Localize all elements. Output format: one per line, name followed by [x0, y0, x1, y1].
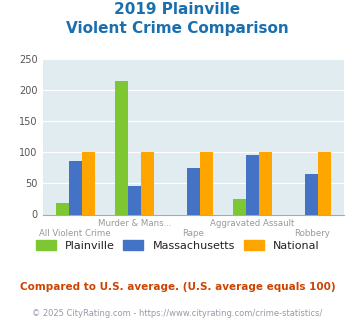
Text: Aggravated Assault: Aggravated Assault [211, 219, 295, 228]
Text: Violent Crime Comparison: Violent Crime Comparison [66, 21, 289, 36]
Bar [246, 155, 259, 214]
Bar [128, 186, 141, 214]
Legend: Plainville, Massachusetts, National: Plainville, Massachusetts, National [31, 235, 324, 255]
Bar [200, 152, 213, 214]
Text: 2019 Plainville: 2019 Plainville [114, 2, 241, 16]
Text: Rape: Rape [182, 229, 204, 238]
Bar [233, 199, 246, 214]
Bar [82, 152, 95, 214]
Bar [56, 203, 69, 214]
Bar [305, 174, 318, 214]
Text: All Violent Crime: All Violent Crime [39, 229, 111, 238]
Text: © 2025 CityRating.com - https://www.cityrating.com/crime-statistics/: © 2025 CityRating.com - https://www.city… [32, 309, 323, 317]
Bar [69, 160, 82, 214]
Text: Compared to U.S. average. (U.S. average equals 100): Compared to U.S. average. (U.S. average … [20, 282, 335, 292]
Bar [259, 152, 272, 214]
Bar [115, 81, 128, 214]
Bar [318, 152, 331, 214]
Text: Murder & Mans...: Murder & Mans... [98, 219, 171, 228]
Bar [187, 168, 200, 214]
Text: Robbery: Robbery [294, 229, 330, 238]
Bar [141, 152, 154, 214]
